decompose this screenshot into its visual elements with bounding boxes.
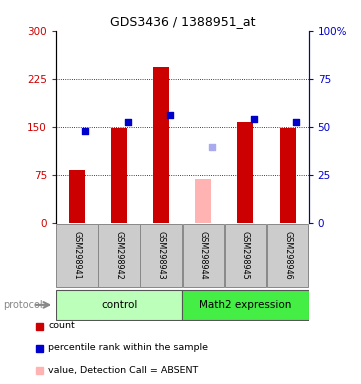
- FancyBboxPatch shape: [98, 224, 140, 287]
- Text: GSM298941: GSM298941: [73, 231, 82, 280]
- Text: value, Detection Call = ABSENT: value, Detection Call = ABSENT: [48, 366, 198, 375]
- Point: [209, 144, 215, 150]
- Text: GSM298942: GSM298942: [115, 231, 123, 280]
- Bar: [238, 122, 253, 223]
- Point: [251, 116, 257, 122]
- FancyBboxPatch shape: [267, 224, 308, 287]
- Text: GSM298945: GSM298945: [241, 231, 250, 280]
- Text: count: count: [48, 321, 75, 330]
- Point: [83, 128, 88, 134]
- Bar: [153, 67, 169, 223]
- Text: protocol: protocol: [4, 300, 43, 310]
- Text: GSM298944: GSM298944: [199, 231, 208, 280]
- FancyBboxPatch shape: [183, 224, 224, 287]
- Text: GSM298946: GSM298946: [283, 231, 292, 280]
- Bar: [69, 170, 85, 223]
- FancyBboxPatch shape: [56, 290, 182, 320]
- FancyBboxPatch shape: [140, 224, 182, 287]
- Point: [167, 112, 173, 118]
- FancyBboxPatch shape: [225, 224, 266, 287]
- Bar: [111, 128, 127, 223]
- Point: [293, 119, 299, 125]
- FancyBboxPatch shape: [182, 290, 309, 320]
- Text: percentile rank within the sample: percentile rank within the sample: [48, 343, 208, 353]
- FancyBboxPatch shape: [56, 224, 98, 287]
- Text: GSM298943: GSM298943: [157, 231, 166, 280]
- Point: [125, 119, 130, 125]
- Text: control: control: [101, 300, 137, 310]
- Bar: [195, 179, 211, 223]
- Title: GDS3436 / 1388951_at: GDS3436 / 1388951_at: [109, 15, 255, 28]
- Text: Math2 expression: Math2 expression: [199, 300, 292, 310]
- Bar: [279, 128, 296, 223]
